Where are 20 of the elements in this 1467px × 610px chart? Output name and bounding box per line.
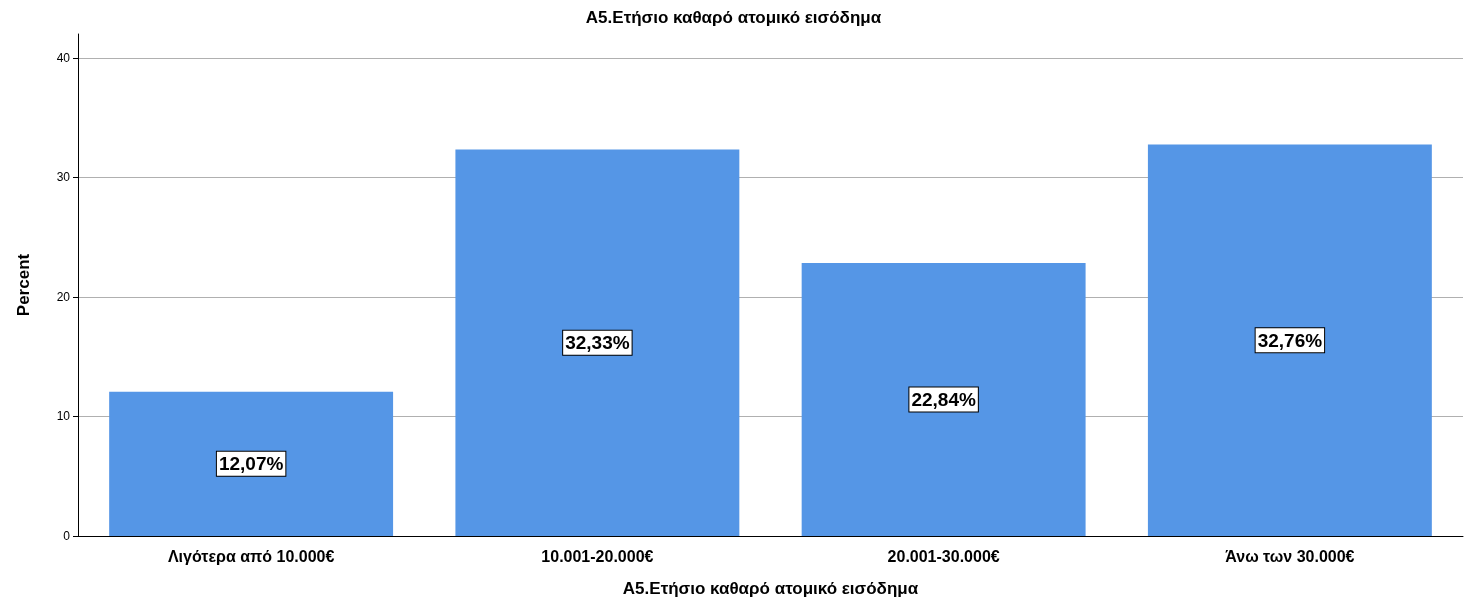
- y-tick-label: 0: [63, 529, 71, 543]
- bar: [455, 149, 740, 536]
- y-tick-label: 10: [56, 409, 71, 424]
- bar: [109, 391, 394, 536]
- bar: [801, 263, 1086, 536]
- y-axis-title: Percent: [14, 253, 33, 317]
- x-tick-label: 10.001-20.000€: [541, 547, 654, 565]
- x-tick-label: Άνω των 30.000€: [1225, 547, 1355, 565]
- y-tick-label: 20: [56, 289, 71, 304]
- bar: [1147, 144, 1432, 536]
- x-tick-label: 20.001-30.000€: [887, 547, 1000, 565]
- y-tick-label: 40: [56, 50, 71, 65]
- data-label: 22,84%: [911, 389, 976, 410]
- data-label: 12,07%: [218, 453, 284, 475]
- x-tick-label: Λιγότερα από 10.000€: [167, 547, 335, 565]
- chart-title: A5.Ετήσιο καθαρό ατομικό εισόδημα: [585, 8, 882, 27]
- data-label: 32,33%: [565, 332, 630, 354]
- y-tick-label: 30: [56, 170, 71, 185]
- data-label: 32,76%: [1257, 329, 1323, 351]
- x-axis-title: A5.Ετήσιο καθαρό ατομικό εισόδημα: [622, 579, 919, 598]
